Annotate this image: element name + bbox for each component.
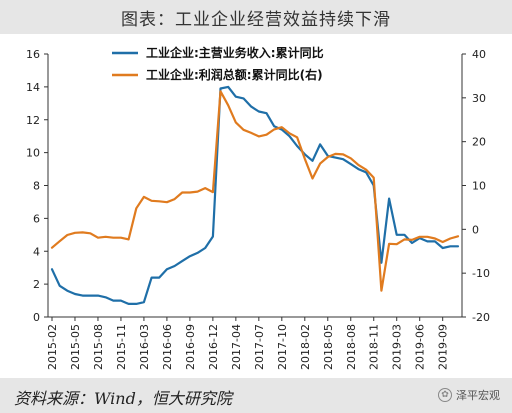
wechat-icon: ✿ [438,388,452,402]
legend-label-2: 工业企业:利润总额:累计同比(右) [146,67,323,82]
source-bar: 资料来源：Wind，恒大研究院 ✿ 泽平宏观 [0,378,512,413]
x-tick-label: 2015-05 [69,324,82,370]
x-tick-label: 2015-11 [115,324,128,370]
line-chart: 0 2 4 6 8 10 12 14 16 -20 -10 0 10 20 30 40 2015-02 2015-… [26,45,490,370]
right-tick-label: -20 [472,311,490,324]
x-tick-label: 2018-08 [345,324,358,370]
x-tick-label: 2018-05 [322,324,335,370]
source-note: 资料来源：Wind，恒大研究院 [14,389,232,408]
watermark: ✿ 泽平宏观 [438,387,500,403]
x-tick-label: 2019-09 [437,324,450,370]
left-tick-label: 6 [33,212,40,225]
chart-title: 图表：工业企业经营效益持续下滑 [0,0,512,34]
right-tick-label: 30 [472,92,486,105]
x-tick-label: 2019-06 [414,324,427,370]
right-tick-label: -10 [472,267,490,280]
series-line-2 [50,90,460,292]
left-tick-label: 0 [33,311,40,324]
right-tick-label: 0 [472,223,479,236]
x-tick-label: 2017-04 [230,324,243,370]
legend-label-1: 工业企业:主营业务收入:累计同比 [146,45,324,60]
x-tick-label: 2017-10 [276,324,289,370]
watermark-text: 泽平宏观 [456,389,500,402]
left-tick-label: 12 [26,114,40,127]
x-tick-label: 2015-02 [46,324,59,370]
left-tick-label: 16 [26,48,40,61]
x-tick-label: 2018-11 [368,324,381,370]
series-line-1 [50,85,460,305]
right-tick-label: 20 [472,136,486,149]
x-tick-label: 2016-06 [161,324,174,370]
x-tick-label: 2018-02 [299,324,312,370]
x-tick-label: 2016-03 [138,324,151,370]
x-tick-label: 2015-08 [92,324,105,370]
chart-title-text: 图表：工业企业经营效益持续下滑 [121,9,391,30]
right-tick-label: 10 [472,180,486,193]
x-tick-label: 2016-12 [207,324,220,370]
x-tick-label: 2016-09 [184,324,197,370]
x-tick-label: 2017-07 [253,324,266,370]
x-tick-label: 2019-03 [391,324,404,370]
right-tick-label: 40 [472,48,486,61]
left-tick-label: 14 [26,81,40,94]
left-tick-label: 2 [33,278,40,291]
left-tick-label: 8 [33,180,40,193]
left-tick-label: 4 [33,245,40,258]
left-tick-label: 10 [26,147,40,160]
